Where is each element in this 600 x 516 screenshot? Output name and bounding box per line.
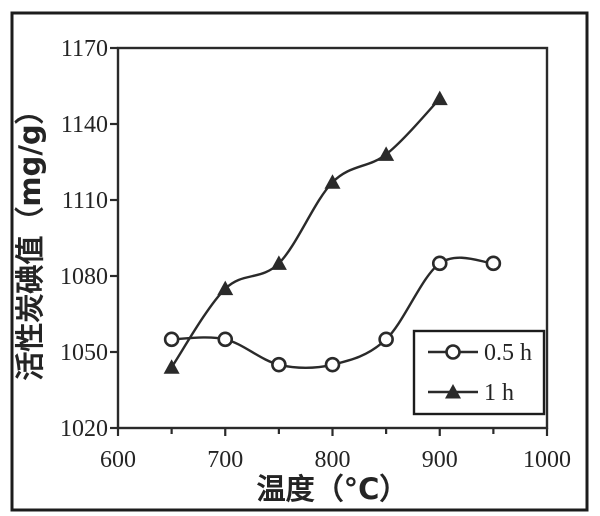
data-point-circle xyxy=(271,356,287,373)
y-tick-label: 1050 xyxy=(60,340,108,366)
data-point-triangle xyxy=(217,280,234,296)
data-point-circle xyxy=(431,255,448,272)
x-tick-label: 600 xyxy=(100,447,136,473)
legend-triangle-marker xyxy=(445,384,461,399)
x-tick-label: 800 xyxy=(315,447,351,473)
legend-circle-marker xyxy=(445,344,461,360)
data-point-circle xyxy=(163,331,180,348)
x-axis-title: 温度（°C） xyxy=(257,472,409,506)
data-point-triangle xyxy=(163,359,180,374)
y-axis-title: 活性炭碘值（mg/g） xyxy=(13,95,47,380)
y-tick-label: 1170 xyxy=(61,36,108,62)
y-tick-label: 1080 xyxy=(60,264,108,290)
x-tick-label: 700 xyxy=(207,447,243,473)
legend-label: 1 h xyxy=(484,380,514,406)
data-point-triangle xyxy=(324,174,341,189)
data-point-triangle xyxy=(270,255,287,270)
figure-frame xyxy=(10,11,589,512)
y-tick-label: 1110 xyxy=(62,188,108,214)
data-point-circle xyxy=(485,255,502,272)
data-point-circle xyxy=(217,331,234,348)
y-tick-label: 1020 xyxy=(60,416,108,442)
x-tick-label: 900 xyxy=(422,447,458,473)
x-tick-label: 1000 xyxy=(523,447,571,473)
series-line-1 xyxy=(170,97,441,368)
y-tick-label: 1140 xyxy=(61,112,108,138)
data-point-triangle xyxy=(431,90,448,106)
data-point-triangle xyxy=(378,146,395,161)
legend-box xyxy=(412,329,546,416)
data-point-circle xyxy=(378,331,394,348)
legend-label: 0.5 h xyxy=(484,340,532,366)
data-point-circle xyxy=(324,356,341,373)
